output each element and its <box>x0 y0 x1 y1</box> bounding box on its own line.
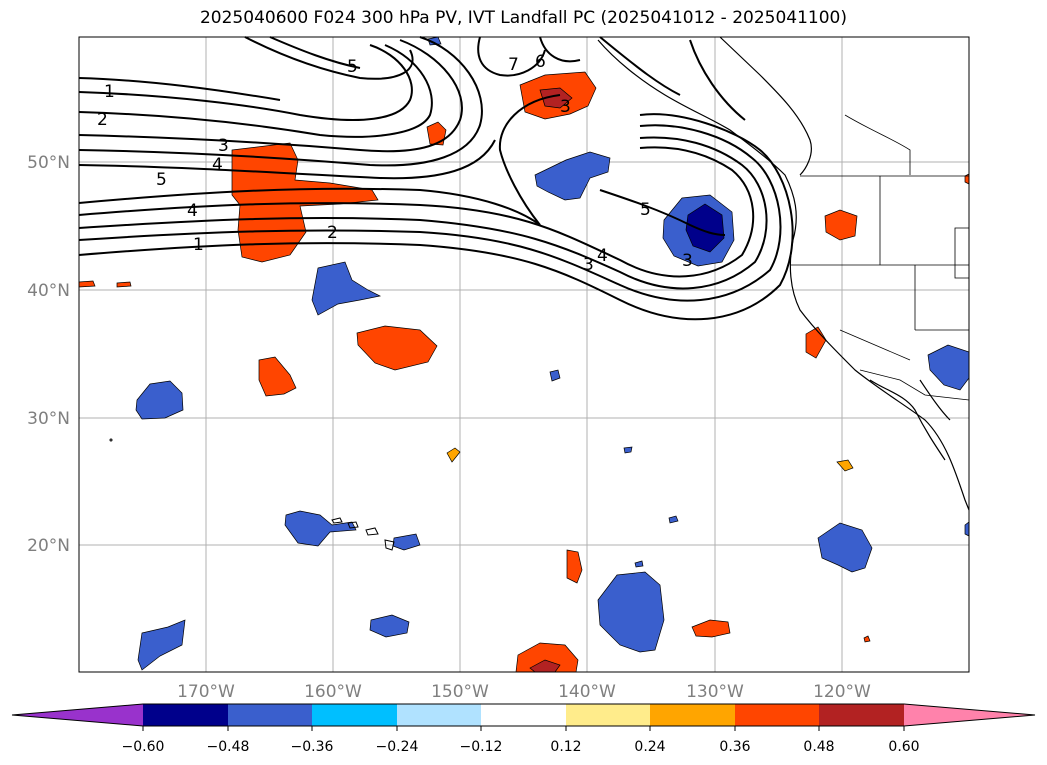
lon-tick-label: 150°W <box>431 682 489 702</box>
contour-label: 3 <box>218 136 229 156</box>
lat-tick-label: 20°N <box>27 536 70 556</box>
latitude-tick-labels: 50°N 40°N 30°N 20°N <box>27 153 70 556</box>
contour-label: 2 <box>327 223 338 243</box>
colorbar-segment <box>397 704 481 726</box>
contour-label: 3 <box>560 97 571 117</box>
colorbar-segment <box>735 704 819 726</box>
colorbar-segment <box>312 704 397 726</box>
colorbar-tick-label: 0.36 <box>719 739 750 755</box>
colorbar-tick-label: 0.12 <box>550 739 581 755</box>
contour-label: 5 <box>156 170 167 190</box>
contour-labels: 1 2 3 4 5 4 1 2 5 7 6 3 5 4 3 3 <box>97 52 693 275</box>
gridlines <box>79 37 969 672</box>
colorbar-tick-label: 0.60 <box>888 739 919 755</box>
longitude-tick-labels: 170°W 160°W 150°W 140°W 130°W 120°W <box>177 682 871 702</box>
lat-tick-label: 40°N <box>27 281 70 301</box>
contour-label: 2 <box>97 110 108 130</box>
contour-label: 4 <box>212 155 223 175</box>
colorbar-segment <box>566 704 650 726</box>
contour-label: 5 <box>640 200 651 220</box>
colorbar-extend-right <box>904 704 1035 726</box>
colorbar-tick-label: −0.12 <box>460 739 503 755</box>
contour-label: 1 <box>104 82 115 102</box>
colorbar-tick-label: 0.24 <box>634 739 665 755</box>
colorbar: −0.60 −0.48 −0.36 −0.24 −0.12 0.12 0.24 … <box>11 703 1036 755</box>
contour-label: 3 <box>682 251 693 271</box>
colorbar-tick-label: −0.24 <box>376 739 419 755</box>
contour-label: 7 <box>508 55 519 75</box>
coastlines <box>597 36 970 511</box>
lon-tick-label: 140°W <box>558 682 616 702</box>
lon-tick-label: 130°W <box>686 682 744 702</box>
islands <box>109 438 395 551</box>
colorbar-tick-label: −0.60 <box>122 739 165 755</box>
contour-label: 3 <box>583 255 594 275</box>
colorbar-segment <box>481 704 566 726</box>
contour-label: 6 <box>535 52 546 72</box>
colorbar-segment <box>228 704 312 726</box>
map-area <box>79 37 969 672</box>
colorbar-extend-left <box>12 704 143 726</box>
colorbar-tick-label: −0.36 <box>291 739 334 755</box>
plot-title: 2025040600 F024 300 hPa PV, IVT Landfall… <box>199 8 847 28</box>
lon-tick-label: 120°W <box>813 682 871 702</box>
lon-tick-label: 160°W <box>304 682 362 702</box>
colorbar-tick-label: −0.48 <box>207 739 250 755</box>
contour-label: 1 <box>193 235 204 255</box>
colorbar-segment <box>143 704 228 726</box>
colorbar-tick-label: 0.48 <box>803 739 834 755</box>
contour-label: 4 <box>187 201 198 221</box>
lat-tick-label: 30°N <box>27 409 70 429</box>
colorbar-segment <box>650 704 735 726</box>
contour-label: 5 <box>347 57 358 77</box>
pv-contours <box>78 36 794 321</box>
negative-anomaly-patches <box>135 36 970 671</box>
map-frame <box>78 36 970 673</box>
lon-tick-label: 170°W <box>177 682 235 702</box>
lat-tick-label: 50°N <box>27 153 70 173</box>
colorbar-segment <box>819 704 904 726</box>
contour-label: 4 <box>597 246 608 266</box>
